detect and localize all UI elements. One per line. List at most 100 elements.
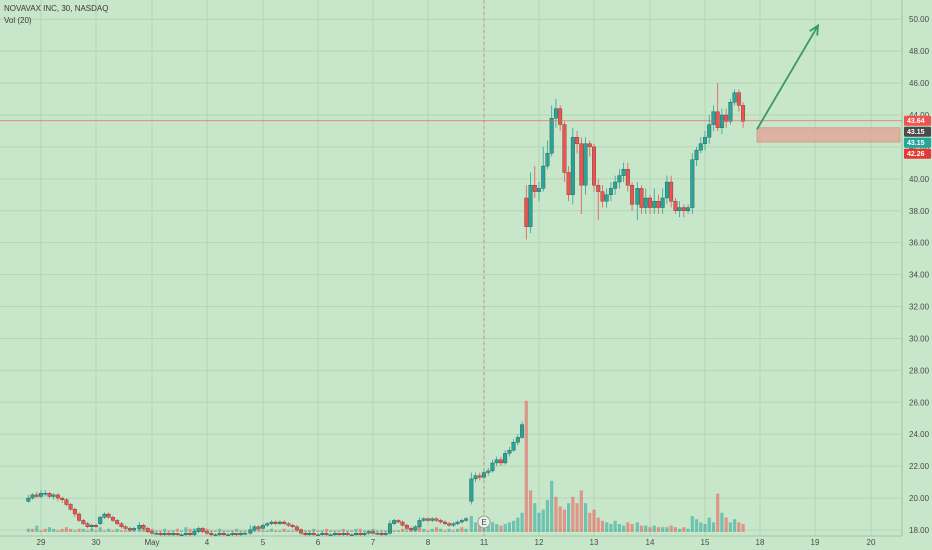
volume-bar — [320, 530, 324, 532]
candle-body — [724, 114, 729, 122]
candle-body — [639, 188, 644, 208]
price-badge-label: 43.15 — [907, 140, 925, 147]
volume-bar — [163, 528, 167, 532]
candle-body — [736, 92, 741, 106]
candle-body — [511, 442, 516, 451]
x-tick-label: 29 — [37, 538, 46, 547]
candle-body — [234, 533, 239, 535]
trend-arrow-line — [756, 25, 819, 130]
volume-bar — [562, 509, 566, 532]
candle-body — [669, 181, 674, 202]
price-axis[interactable]: 18.00 20.00 22.00 24.00 26.00 28.00 30.00 32.00… — [909, 15, 930, 535]
candle-body — [515, 437, 520, 443]
volume-bar — [417, 527, 422, 532]
volume-bar — [384, 530, 388, 532]
x-tick-label: May — [144, 538, 159, 547]
candle-body — [60, 497, 65, 500]
candle-body — [166, 533, 171, 535]
candle-body — [532, 185, 537, 192]
candle-body — [459, 520, 464, 523]
candle-body — [447, 523, 452, 526]
candle-body — [150, 531, 154, 534]
x-tick-label: 13 — [590, 538, 599, 547]
x-tick-label: 6 — [316, 538, 321, 547]
volume-bar — [316, 530, 320, 532]
volume-bar — [333, 530, 337, 532]
volume-bar — [630, 524, 634, 532]
volume-bar — [401, 528, 405, 532]
candle-body — [192, 531, 197, 535]
candle-body — [503, 453, 508, 464]
candle-body — [404, 525, 409, 529]
volume-bar — [396, 530, 400, 532]
volume-bar — [711, 522, 716, 532]
candle-body — [545, 153, 550, 167]
volume-bar — [720, 512, 724, 532]
candle-body — [358, 533, 363, 535]
price-badges: 43.64 43.15 43.15 42.26 — [904, 115, 931, 159]
volume-bar — [583, 503, 588, 532]
volume-bar — [520, 512, 524, 532]
volume-bar — [426, 530, 430, 532]
volume-bar — [392, 530, 396, 532]
candle-body — [596, 185, 601, 192]
volume-bar — [60, 528, 64, 532]
candle-body — [221, 533, 226, 535]
candle-body — [664, 181, 669, 199]
volume-bar — [588, 512, 592, 532]
volume-bar — [375, 530, 379, 532]
candle-body — [238, 533, 243, 535]
volume-bar — [282, 528, 286, 532]
y-tick-label: 36.00 — [909, 239, 930, 248]
candle-body — [179, 534, 184, 536]
volume-bar — [56, 530, 60, 532]
candle-body — [324, 533, 329, 535]
volume-bar — [235, 528, 239, 532]
y-tick-label: 22.00 — [909, 462, 930, 471]
y-tick-label: 44.00 — [909, 111, 930, 120]
time-axis[interactable]: 29 30 May 4 5 6 7 8 11 12 13 14 15 18 19 20 — [37, 538, 876, 547]
y-tick-label: 50.00 — [909, 15, 930, 24]
candle-body — [677, 207, 682, 211]
candle-body — [694, 149, 699, 160]
volume-bar — [575, 503, 579, 532]
candlesticks — [26, 83, 746, 537]
candle-body — [608, 188, 613, 195]
volume-bar — [656, 527, 661, 532]
volume-bar — [329, 530, 333, 532]
volume-bar — [307, 530, 312, 532]
candle-body — [498, 459, 503, 464]
volume-bar — [209, 530, 213, 532]
candle-body — [137, 525, 142, 529]
volume-bar — [456, 528, 460, 532]
candle-body — [711, 111, 716, 125]
candle-body — [660, 197, 665, 208]
volume-bar — [699, 522, 703, 532]
volume-bar — [90, 528, 94, 532]
volume-bar — [447, 528, 451, 532]
candle-body — [47, 493, 52, 497]
candle-body — [183, 533, 188, 535]
volume-bar — [77, 528, 81, 532]
candle-body — [243, 533, 248, 535]
volume-bar — [724, 517, 728, 532]
volume-bar — [613, 520, 617, 532]
volume-bar — [111, 530, 115, 532]
candle-body — [226, 534, 231, 536]
candle-body — [434, 518, 439, 521]
volume-bar — [222, 530, 226, 532]
volume-bar — [115, 528, 119, 532]
candle-body — [473, 475, 478, 480]
volume-bar — [47, 527, 52, 532]
candle-body — [648, 197, 652, 208]
candle-body — [604, 194, 609, 202]
volume-bar — [733, 519, 737, 532]
volume-bar — [94, 530, 98, 532]
grid-lines — [0, 0, 903, 537]
candle-body — [332, 533, 337, 535]
volume-bar — [609, 524, 613, 532]
candle-body — [383, 533, 388, 535]
volume-bar — [188, 528, 192, 532]
candle-body — [205, 531, 209, 534]
